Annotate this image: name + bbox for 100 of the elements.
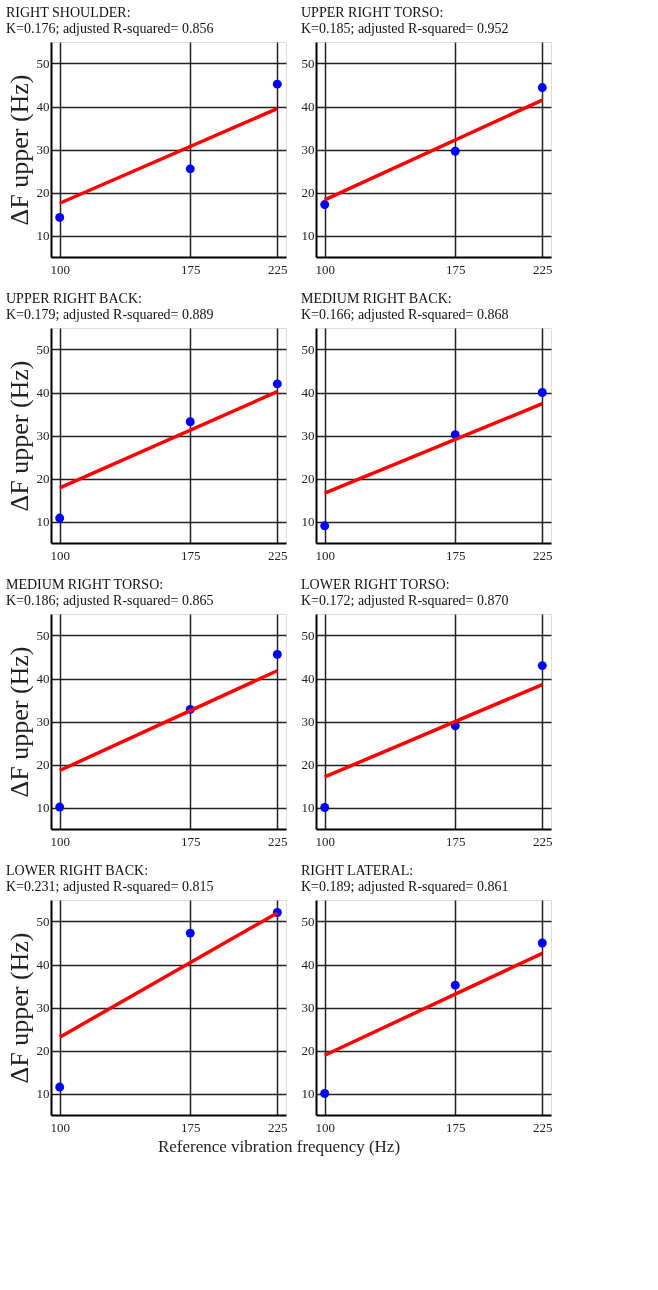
point: [320, 803, 330, 812]
chart-subtitle: K=0.179; adjusted R-squared= 0.889: [6, 307, 214, 322]
chart-title: LOWER RIGHT TORSO:: [301, 577, 450, 592]
y-tick-label: 50: [36, 342, 50, 357]
chart-title: RIGHT LATERAL:: [301, 863, 414, 878]
chart-subtitle: K=0.186; adjusted R-squared= 0.865: [6, 593, 214, 608]
chart-title: MEDIUM RIGHT BACK:: [301, 291, 452, 306]
y-tick-label: 10: [301, 514, 315, 529]
y-tick-label: 50: [301, 56, 315, 71]
chart-title: MEDIUM RIGHT TORSO:: [6, 577, 164, 592]
y-tick-label: 20: [36, 471, 50, 486]
x-tick-label: 225: [533, 547, 553, 563]
x-tick-label: 100: [315, 833, 335, 849]
y-axis-title: ΔF upper (Hz): [4, 932, 34, 1084]
x-tick-label: 100: [50, 261, 70, 277]
point: [320, 1089, 330, 1098]
chart-subtitle: K=0.172; adjusted R-squared= 0.870: [301, 593, 509, 608]
y-tick-label: 40: [301, 671, 315, 686]
x-tick-label: 100: [315, 547, 335, 563]
point: [55, 1082, 65, 1092]
x-tick-label: 175: [181, 1119, 201, 1135]
y-tick-label: 30: [36, 142, 50, 157]
y-tick-label: 50: [301, 628, 315, 643]
point: [55, 802, 65, 812]
point: [185, 928, 195, 938]
x-tick-label: 225: [268, 261, 288, 277]
y-tick-label: 40: [36, 957, 50, 972]
y-tick-label: 40: [301, 385, 315, 400]
y-axis-title: ΔF upper (Hz): [4, 646, 34, 798]
y-tick-label: 20: [36, 1043, 50, 1058]
point: [185, 164, 195, 174]
chart-title: UPPER RIGHT TORSO:: [301, 5, 444, 20]
point: [450, 146, 460, 156]
y-tick-label: 30: [301, 714, 315, 729]
y-tick-label: 10: [36, 228, 50, 243]
point: [537, 661, 547, 671]
x-tick-label: 225: [533, 1119, 553, 1135]
x-tick-label: 175: [446, 1119, 466, 1135]
point: [537, 388, 547, 397]
point: [55, 212, 65, 222]
y-tick-label: 10: [36, 800, 50, 815]
chart-subtitle: K=0.231; adjusted R-squared= 0.815: [6, 879, 214, 894]
y-tick-label: 30: [301, 142, 315, 157]
chart-subtitle: K=0.189; adjusted R-squared= 0.861: [301, 879, 509, 894]
point: [537, 938, 547, 948]
x-tick-label: 225: [268, 833, 288, 849]
y-tick-label: 30: [301, 1000, 315, 1015]
y-tick-label: 30: [36, 428, 50, 443]
x-tick-label: 225: [533, 833, 553, 849]
y-tick-label: 40: [301, 957, 315, 972]
y-tick-label: 50: [36, 56, 50, 71]
chart-subtitle: K=0.185; adjusted R-squared= 0.952: [301, 21, 509, 36]
point: [450, 980, 460, 990]
point: [537, 83, 547, 93]
x-tick-label: 175: [181, 833, 201, 849]
x-tick-label: 175: [181, 261, 201, 277]
y-tick-label: 10: [36, 514, 50, 529]
y-tick-label: 10: [301, 228, 315, 243]
y-tick-label: 20: [301, 1043, 315, 1058]
y-tick-label: 20: [301, 471, 315, 486]
y-tick-label: 40: [36, 385, 50, 400]
y-tick-label: 10: [301, 1086, 315, 1101]
x-tick-label: 100: [315, 1119, 335, 1135]
point: [185, 417, 195, 427]
point: [272, 79, 282, 89]
point: [272, 379, 282, 389]
x-tick-label: 175: [446, 547, 466, 563]
y-tick-label: 20: [301, 757, 315, 772]
y-tick-label: 50: [301, 914, 315, 929]
x-tick-label: 225: [268, 1119, 288, 1135]
y-tick-label: 10: [36, 1086, 50, 1101]
x-tick-label: 100: [315, 261, 335, 277]
y-tick-label: 30: [36, 1000, 50, 1015]
y-axis-title: ΔF upper (Hz): [4, 360, 34, 512]
chart-subtitle: K=0.176; adjusted R-squared= 0.856: [6, 21, 214, 36]
x-tick-label: 225: [533, 261, 553, 277]
x-axis-title: Reference vibration frequency (Hz): [157, 1136, 401, 1156]
x-tick-label: 225: [268, 547, 288, 563]
y-tick-label: 20: [36, 757, 50, 772]
x-tick-label: 100: [50, 833, 70, 849]
y-tick-label: 20: [36, 185, 50, 200]
point: [55, 513, 65, 523]
y-tick-label: 20: [301, 185, 315, 200]
x-tick-label: 175: [446, 261, 466, 277]
point: [320, 200, 330, 209]
point: [320, 521, 330, 531]
y-tick-label: 10: [301, 800, 315, 815]
x-tick-label: 100: [50, 547, 70, 563]
chart-subtitle: K=0.166; adjusted R-squared= 0.868: [301, 307, 509, 322]
y-axis-title: ΔF upper (Hz): [4, 74, 34, 226]
chart-title: LOWER RIGHT BACK:: [6, 863, 149, 878]
y-tick-label: 30: [36, 714, 50, 729]
x-tick-label: 175: [446, 833, 466, 849]
y-tick-label: 50: [301, 342, 315, 357]
x-tick-label: 100: [50, 1119, 70, 1135]
chart-title: RIGHT SHOULDER:: [6, 5, 131, 20]
x-tick-label: 175: [181, 547, 201, 563]
point: [272, 649, 282, 659]
chart-title: UPPER RIGHT BACK:: [6, 291, 142, 306]
y-tick-label: 30: [301, 428, 315, 443]
